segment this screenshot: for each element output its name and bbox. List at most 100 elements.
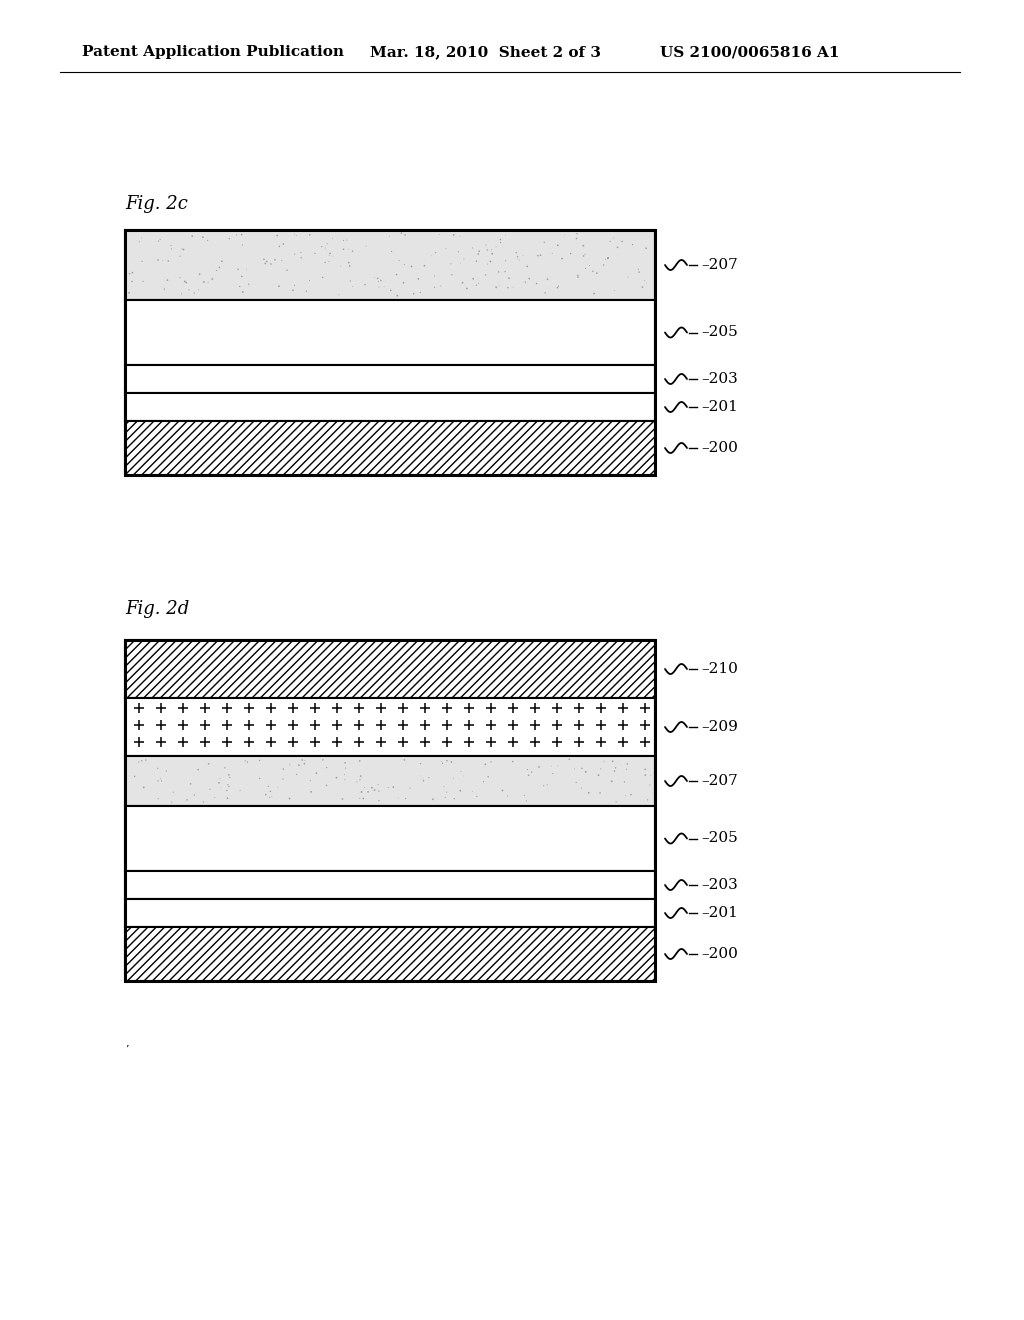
Point: [459, 279, 475, 300]
Point: [483, 239, 500, 260]
Point: [321, 251, 337, 272]
Point: [159, 269, 175, 290]
Point: [302, 224, 318, 246]
Point: [303, 781, 319, 803]
Point: [270, 276, 287, 297]
Point: [196, 791, 212, 812]
Point: [133, 227, 150, 248]
Point: [539, 775, 555, 796]
Point: [356, 275, 373, 296]
Point: [219, 788, 236, 809]
Point: [263, 253, 280, 275]
Point: [391, 249, 408, 271]
Point: [443, 751, 460, 772]
Point: [282, 788, 298, 809]
Point: [221, 764, 238, 785]
Point: [130, 751, 146, 772]
Point: [500, 277, 516, 298]
Point: [352, 766, 369, 787]
Text: Mar. 18, 2010  Sheet 2 of 3: Mar. 18, 2010 Sheet 2 of 3: [370, 45, 601, 59]
Point: [297, 750, 313, 771]
Point: [605, 227, 622, 248]
Point: [532, 244, 549, 265]
Point: [620, 267, 636, 288]
Point: [191, 264, 208, 285]
Point: [600, 247, 616, 268]
Point: [371, 780, 387, 801]
Point: [240, 751, 256, 772]
Point: [456, 766, 472, 787]
Point: [613, 231, 630, 252]
Point: [452, 226, 468, 247]
Point: [568, 223, 585, 244]
Bar: [125, 927, 655, 981]
Point: [208, 260, 224, 281]
Point: [604, 751, 621, 772]
Point: [575, 235, 592, 256]
Point: [239, 259, 255, 280]
Point: [219, 780, 236, 801]
Point: [135, 271, 152, 292]
Point: [337, 752, 353, 774]
Point: [618, 759, 635, 780]
Point: [296, 754, 312, 775]
Point: [364, 777, 380, 799]
Point: [625, 234, 641, 255]
Point: [468, 251, 484, 272]
Point: [477, 264, 494, 285]
Point: [159, 760, 175, 781]
Point: [606, 280, 623, 301]
Point: [322, 243, 338, 264]
Point: [341, 252, 357, 273]
Point: [412, 766, 428, 787]
Point: [590, 764, 606, 785]
Point: [213, 777, 229, 799]
Point: [154, 771, 170, 792]
Point: [406, 284, 422, 305]
Point: [373, 269, 389, 290]
Point: [468, 275, 484, 296]
Point: [575, 246, 592, 267]
Point: [178, 272, 195, 293]
Point: [608, 791, 625, 812]
Point: [477, 235, 494, 256]
Text: –207: –207: [701, 774, 737, 788]
Point: [291, 755, 307, 776]
Point: [229, 259, 246, 280]
Point: [554, 248, 570, 269]
Point: [493, 232, 509, 253]
Bar: [125, 640, 655, 698]
Point: [204, 268, 220, 289]
Point: [124, 263, 140, 284]
Point: [256, 248, 272, 269]
Point: [257, 253, 273, 275]
Point: [317, 252, 334, 273]
Point: [211, 772, 227, 793]
Point: [573, 777, 590, 799]
Point: [483, 751, 500, 772]
Point: [155, 249, 171, 271]
Point: [342, 271, 358, 292]
Point: [490, 261, 507, 282]
Point: [469, 785, 485, 807]
Point: [585, 261, 601, 282]
Point: [415, 768, 431, 789]
Point: [427, 242, 443, 263]
Point: [186, 784, 203, 805]
Point: [221, 767, 238, 788]
Point: [231, 780, 248, 801]
Point: [353, 781, 370, 803]
Point: [550, 235, 566, 256]
Point: [173, 284, 189, 305]
Text: ’: ’: [125, 1045, 128, 1055]
Point: [150, 788, 166, 809]
Point: [317, 238, 334, 259]
Point: [582, 255, 598, 276]
Point: [470, 243, 486, 264]
Point: [543, 755, 559, 776]
Point: [298, 281, 314, 302]
Point: [431, 224, 447, 246]
Point: [453, 760, 469, 781]
Point: [493, 228, 509, 249]
Point: [124, 271, 140, 292]
